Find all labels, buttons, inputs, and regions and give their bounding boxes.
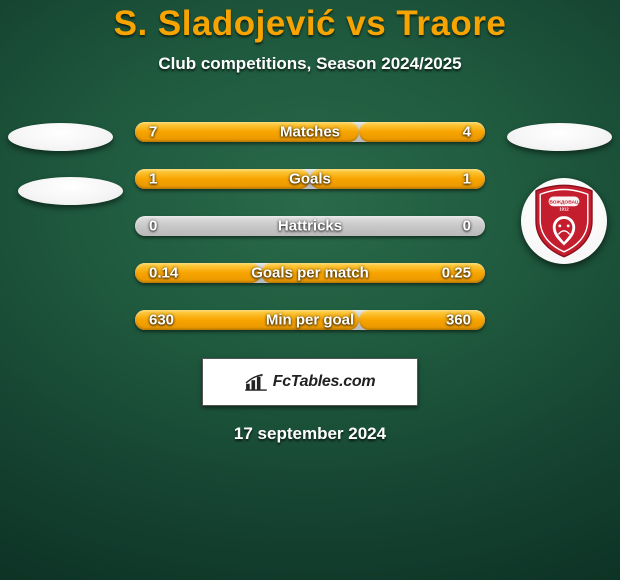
stat-value-left: 0.14	[149, 265, 178, 282]
stat-value-left: 630	[149, 312, 174, 329]
stat-label: Min per goal	[266, 312, 354, 329]
stat-value-right: 360	[446, 312, 471, 329]
stat-value-right: 1	[463, 171, 471, 188]
brand-box: FcTables.com	[202, 358, 418, 406]
player-left-badge	[8, 123, 113, 151]
stat-value-left: 0	[149, 218, 157, 235]
club-right-crest: ВОЖДОВАЦ 1912	[521, 178, 607, 264]
svg-text:1912: 1912	[559, 207, 569, 212]
svg-text:ВОЖДОВАЦ: ВОЖДОВАЦ	[549, 200, 579, 206]
stat-label: Goals	[289, 171, 331, 188]
stats-container: 7 4 Matches 1 1 Goals 0 0 Hattricks 0.14 0.25 Goals…	[135, 122, 485, 330]
stat-value-right: 0.25	[442, 265, 471, 282]
stat-row: 0.14 0.25 Goals per match	[135, 263, 485, 283]
club-left-badge	[18, 177, 123, 205]
stat-value-left: 7	[149, 124, 157, 141]
subtitle: Club competitions, Season 2024/2025	[0, 54, 620, 74]
stat-value-left: 1	[149, 171, 157, 188]
stat-value-right: 4	[463, 124, 471, 141]
stat-bar-right	[310, 169, 485, 189]
stat-value-right: 0	[463, 218, 471, 235]
bar-chart-icon	[245, 373, 267, 391]
stat-row: 630 360 Min per goal	[135, 310, 485, 330]
page-title: S. Sladojević vs Traore	[0, 4, 620, 44]
stat-row: 1 1 Goals	[135, 169, 485, 189]
stat-row: 7 4 Matches	[135, 122, 485, 142]
stat-label: Goals per match	[251, 265, 369, 282]
date-label: 17 september 2024	[0, 424, 620, 444]
stat-label: Hattricks	[278, 218, 342, 235]
stat-bar-left	[135, 169, 310, 189]
brand-text: FcTables.com	[273, 373, 376, 391]
player-right-badge	[507, 123, 612, 151]
stat-label: Matches	[280, 124, 340, 141]
stat-row: 0 0 Hattricks	[135, 216, 485, 236]
